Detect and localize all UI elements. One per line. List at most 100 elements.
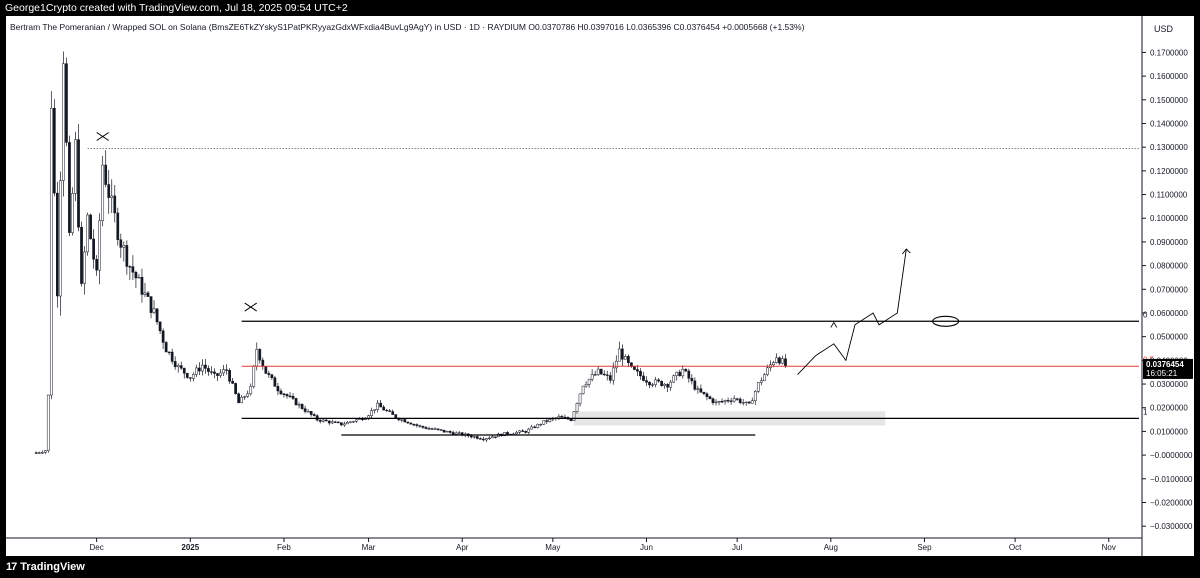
candle-body xyxy=(654,379,657,385)
candle-body xyxy=(575,403,579,412)
candle-body xyxy=(503,432,506,437)
candle-body xyxy=(660,380,663,386)
candle-body xyxy=(421,425,425,428)
candle-body xyxy=(766,367,769,375)
candle-body xyxy=(98,220,102,271)
price-tick-label: 0.0700000 xyxy=(1150,285,1188,294)
candle-body xyxy=(433,428,437,430)
candle-body xyxy=(542,420,546,425)
candle-body xyxy=(370,410,373,417)
candle-body xyxy=(738,398,742,403)
candle-body xyxy=(445,431,449,433)
candle-body xyxy=(636,369,639,372)
candle-body xyxy=(34,452,38,454)
candle-body xyxy=(663,384,666,386)
price-tick-label: 0.0600000 xyxy=(1150,309,1188,318)
candle-body xyxy=(107,184,111,198)
candle-body xyxy=(611,367,615,381)
candle-body xyxy=(545,420,549,422)
candle-body xyxy=(249,386,253,395)
candle-body xyxy=(442,429,446,433)
candle-body xyxy=(273,377,277,387)
time-axis: Dec 2025 Feb Mar Apr May Jun Jul Aug Sep Oct Nov xyxy=(6,537,1142,552)
candle-body xyxy=(336,421,340,424)
candle-body xyxy=(80,226,83,284)
candle-body xyxy=(312,414,316,416)
candle-body xyxy=(86,214,89,253)
candle-body xyxy=(213,371,216,374)
candle-body xyxy=(759,380,763,383)
candle-body xyxy=(252,365,256,387)
x-mark-stroke xyxy=(96,132,109,141)
candle-body xyxy=(639,370,642,377)
candle-body xyxy=(134,271,138,279)
candle-body xyxy=(267,373,271,375)
candle-body xyxy=(457,432,461,434)
symbol-title[interactable]: Bertram The Pomeranian / Wrapped SOL on … xyxy=(10,22,527,32)
price-tick-label: 0.0300000 xyxy=(1150,380,1188,389)
time-tick-label: Jun xyxy=(640,543,653,552)
candle-body xyxy=(406,421,410,424)
candle-body xyxy=(633,366,636,370)
candle-body xyxy=(608,375,612,381)
x-mark-stroke xyxy=(244,302,258,312)
candle-body xyxy=(624,355,627,360)
candle-body xyxy=(732,398,736,402)
price-chart[interactable]: 00.51 0.17000000.16000000.15000000.14000… xyxy=(6,16,1194,556)
candle-body xyxy=(276,386,280,392)
candle-body xyxy=(657,379,660,382)
candle-body xyxy=(225,369,228,371)
candle-body xyxy=(119,239,123,248)
candle-body xyxy=(415,424,419,426)
price-tick-label: −0.0000000 xyxy=(1150,451,1193,460)
candle-body xyxy=(756,382,760,392)
candle-body xyxy=(400,419,404,421)
candle-body xyxy=(430,428,434,430)
candle-body xyxy=(753,391,757,401)
price-tick-label: 0.1200000 xyxy=(1150,167,1188,176)
candle-body xyxy=(204,364,207,369)
price-tick-label: 0.1700000 xyxy=(1150,48,1188,57)
candle-body xyxy=(376,402,379,410)
candle-body xyxy=(122,245,126,248)
last-price-box xyxy=(1143,358,1193,379)
candle-body xyxy=(46,394,50,451)
candle-body xyxy=(690,378,694,382)
price-axis: 0.1700000 0.1600000 0.1500000 0.1400000 0.13… xyxy=(1141,16,1193,556)
candle-body xyxy=(237,393,240,404)
candle-body xyxy=(185,372,189,378)
candle-body xyxy=(306,411,310,413)
candle-body xyxy=(373,409,376,411)
candle-body xyxy=(318,419,322,422)
candle-body xyxy=(548,418,552,422)
projection-path xyxy=(797,248,907,375)
candle-body xyxy=(333,421,337,423)
time-tick-label: Dec xyxy=(90,543,104,552)
candle-body xyxy=(772,362,775,365)
candle-body xyxy=(762,374,766,381)
candle-body xyxy=(228,370,231,382)
candle-body xyxy=(539,423,543,426)
candle-body xyxy=(222,369,225,374)
candle-body xyxy=(330,421,334,424)
last-price-value: 0.0376454 xyxy=(1146,360,1184,369)
candle-body xyxy=(394,414,398,419)
candle-body xyxy=(77,139,80,228)
candle-body xyxy=(391,411,395,415)
candle-body xyxy=(747,401,751,404)
price-tick-label: 0.1600000 xyxy=(1150,72,1188,81)
candle-body xyxy=(125,245,129,267)
chart-panel[interactable]: Bertram The Pomeranian / Wrapped SOL on … xyxy=(6,16,1194,556)
tradingview-logo[interactable]: 17 TradingView xyxy=(6,556,85,578)
candle-body xyxy=(684,368,688,372)
candle-body xyxy=(349,421,352,423)
candle-body xyxy=(173,361,177,368)
candle-body xyxy=(491,436,494,439)
candle-body xyxy=(300,404,304,409)
candle-body xyxy=(521,430,524,432)
candle-body xyxy=(620,348,624,360)
candle-body xyxy=(412,423,416,426)
candle-body xyxy=(321,419,325,422)
candle-body xyxy=(735,398,739,400)
candle-body xyxy=(581,385,585,395)
